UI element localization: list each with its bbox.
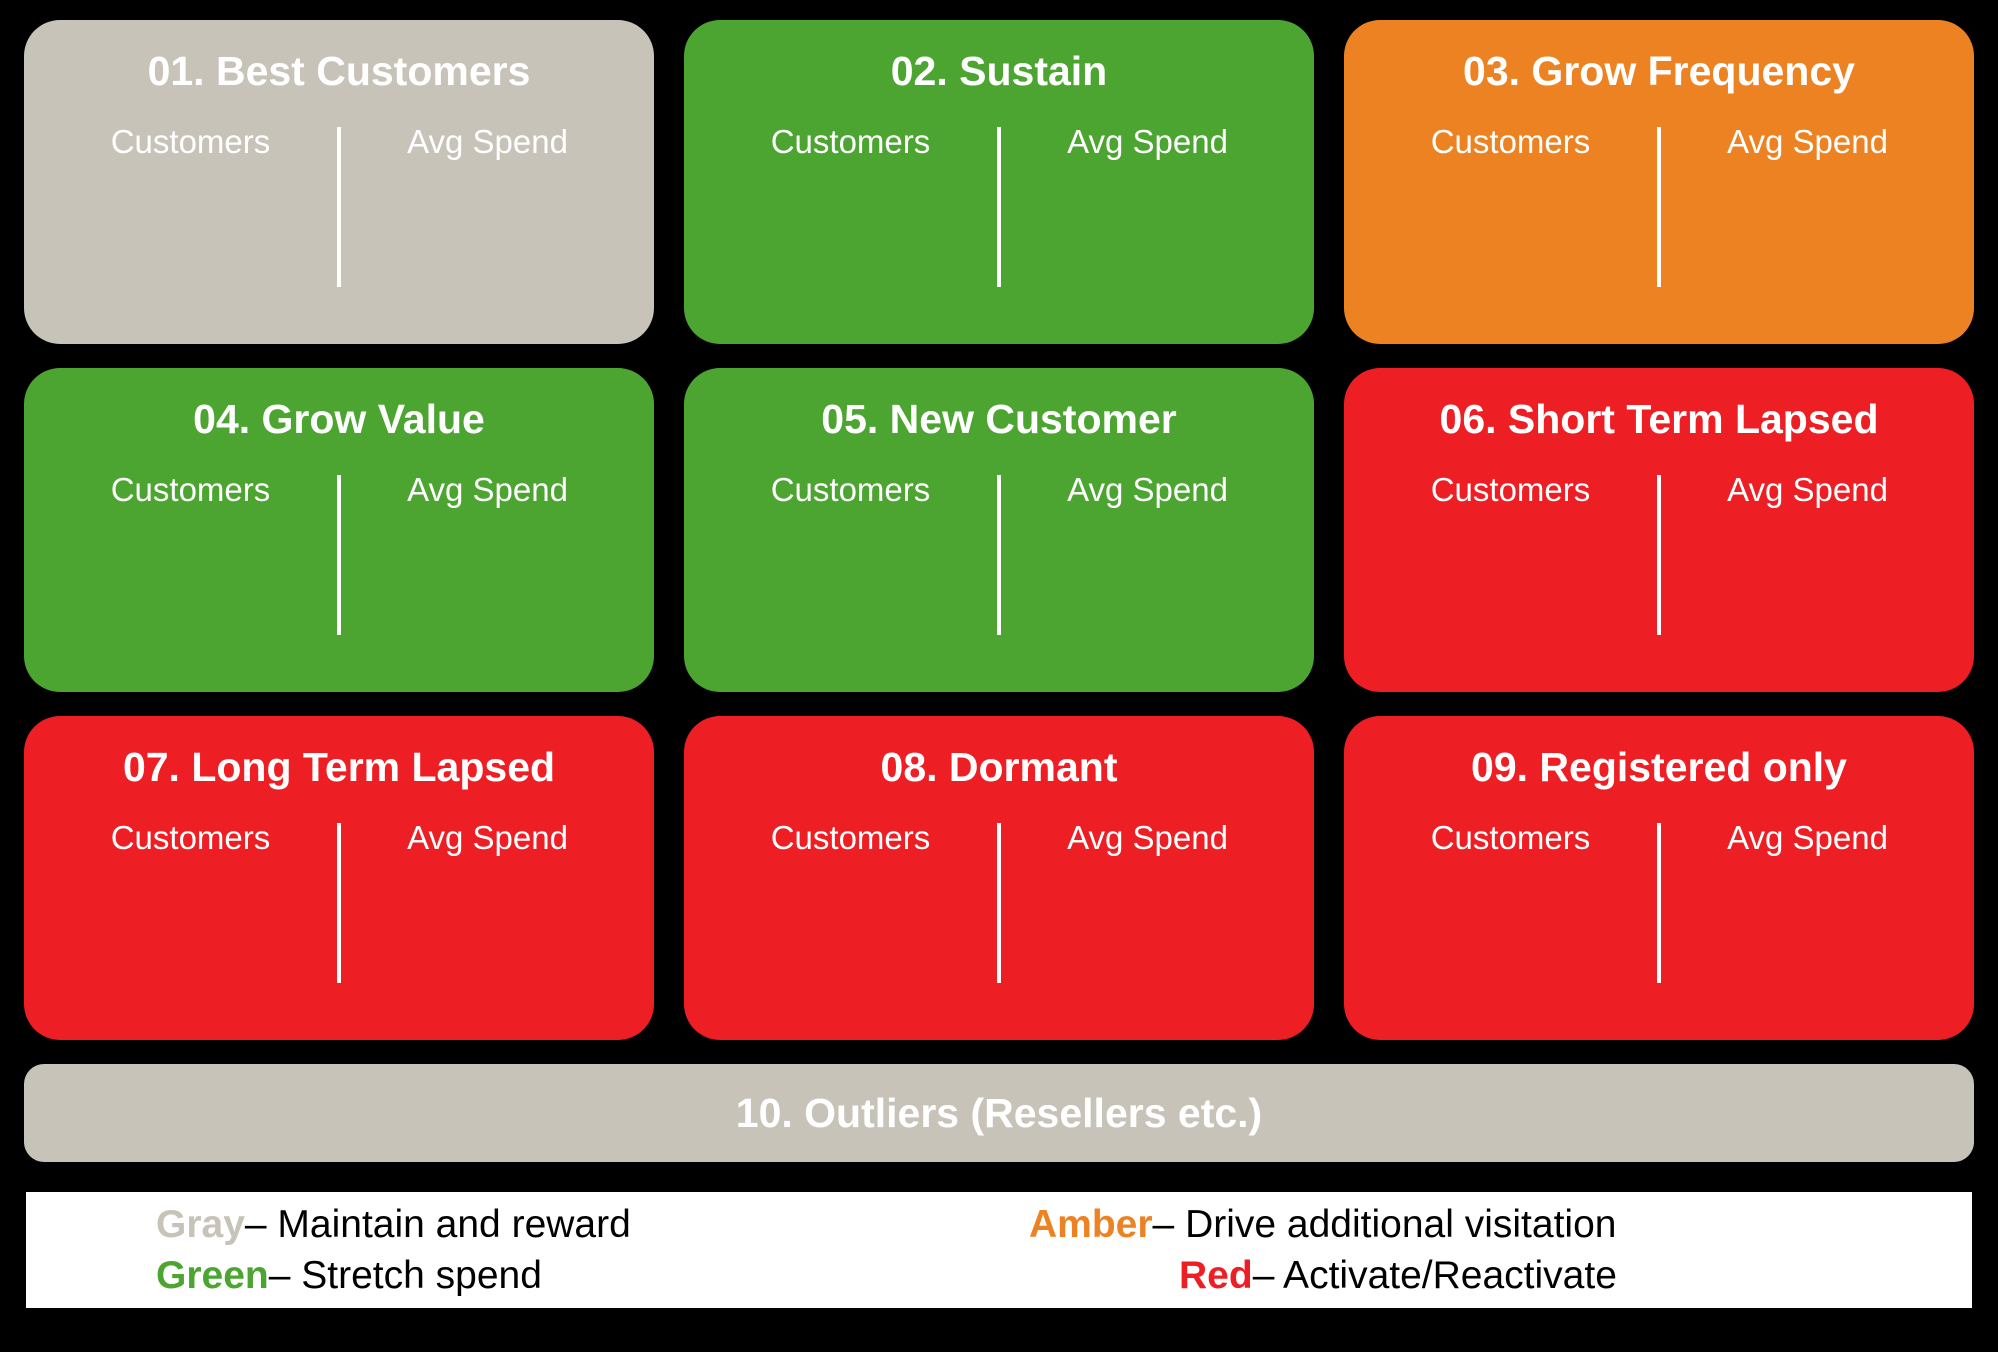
metric-avgspend-label: Avg Spend xyxy=(341,469,634,664)
segment-card-01: 01. Best Customers CustomersAvg Spend xyxy=(24,20,654,344)
metric-customers-label: Customers xyxy=(1364,817,1657,1012)
segment-card-body: CustomersAvg Spend xyxy=(704,469,1294,664)
legend-key: Amber xyxy=(1029,1200,1153,1251)
legend-desc: – Drive additional visitation xyxy=(1153,1200,1617,1251)
segment-card-title: 03. Grow Frequency xyxy=(1364,48,1954,95)
segment-card-08: 08. Dormant CustomersAvg Spend xyxy=(684,716,1314,1040)
segment-card-02: 02. Sustain CustomersAvg Spend xyxy=(684,20,1314,344)
segment-card-title: 09. Registered only xyxy=(1364,744,1954,791)
legend-desc: – Activate/Reactivate xyxy=(1253,1251,1617,1302)
segment-card-title: 02. Sustain xyxy=(704,48,1294,95)
segment-card-04: 04. Grow Value CustomersAvg Spend xyxy=(24,368,654,692)
segment-card-07: 07. Long Term Lapsed CustomersAvg Spend xyxy=(24,716,654,1040)
legend-key: Gray xyxy=(156,1200,245,1251)
segment-card-body: CustomersAvg Spend xyxy=(44,121,634,316)
segment-card-title: 01. Best Customers xyxy=(44,48,634,95)
legend-item-green: Green – Stretch spend xyxy=(66,1251,999,1302)
metric-customers-label: Customers xyxy=(44,121,337,316)
metric-avgspend-label: Avg Spend xyxy=(1661,817,1954,1012)
legend-key: Green xyxy=(156,1251,269,1302)
legend-desc: – Stretch spend xyxy=(269,1251,542,1302)
segment-card-05: 05. New Customer CustomersAvg Spend xyxy=(684,368,1314,692)
segmentation-canvas: 01. Best CustomersCustomersAvg Spend02. … xyxy=(0,0,1998,1352)
segment-card-title: 08. Dormant xyxy=(704,744,1294,791)
segment-card-body: CustomersAvg Spend xyxy=(704,817,1294,1012)
segment-card-body: CustomersAvg Spend xyxy=(44,817,634,1012)
legend-desc: – Maintain and reward xyxy=(245,1200,631,1251)
segment-card-title: 05. New Customer xyxy=(704,396,1294,443)
metric-avgspend-label: Avg Spend xyxy=(341,121,634,316)
legend-item-gray: Gray – Maintain and reward xyxy=(66,1200,999,1251)
legend-item-amber: Amber – Drive additional visitation xyxy=(999,1200,1932,1251)
metric-avgspend-label: Avg Spend xyxy=(1661,469,1954,664)
metric-customers-label: Customers xyxy=(1364,121,1657,316)
segment-card-body: CustomersAvg Spend xyxy=(1364,817,1954,1012)
metric-customers-label: Customers xyxy=(44,817,337,1012)
metric-avgspend-label: Avg Spend xyxy=(1661,121,1954,316)
legend-box: Gray – Maintain and rewardAmber – Drive … xyxy=(24,1190,1974,1310)
outliers-title: 10. Outliers (Resellers etc.) xyxy=(736,1090,1262,1137)
segment-card-06: 06. Short Term Lapsed CustomersAvg Spend xyxy=(1344,368,1974,692)
metric-customers-label: Customers xyxy=(704,817,997,1012)
metric-customers-label: Customers xyxy=(704,469,997,664)
metric-customers-label: Customers xyxy=(1364,469,1657,664)
segment-card-title: 07. Long Term Lapsed xyxy=(44,744,634,791)
legend-key: Red xyxy=(1179,1251,1253,1302)
legend-item-red: Red – Activate/Reactivate xyxy=(999,1251,1932,1302)
segment-card-09: 09. Registered only CustomersAvg Spend xyxy=(1344,716,1974,1040)
metric-avgspend-label: Avg Spend xyxy=(1001,121,1294,316)
segment-card-title: 04. Grow Value xyxy=(44,396,634,443)
segment-grid: 01. Best CustomersCustomersAvg Spend02. … xyxy=(24,20,1974,1040)
segment-card-body: CustomersAvg Spend xyxy=(704,121,1294,316)
segment-card-body: CustomersAvg Spend xyxy=(1364,469,1954,664)
segment-card-body: CustomersAvg Spend xyxy=(1364,121,1954,316)
outliers-bar: 10. Outliers (Resellers etc.) xyxy=(24,1064,1974,1162)
metric-customers-label: Customers xyxy=(44,469,337,664)
segment-card-body: CustomersAvg Spend xyxy=(44,469,634,664)
segment-card-03: 03. Grow Frequency CustomersAvg Spend xyxy=(1344,20,1974,344)
metric-avgspend-label: Avg Spend xyxy=(1001,817,1294,1012)
metric-avgspend-label: Avg Spend xyxy=(341,817,634,1012)
segment-card-title: 06. Short Term Lapsed xyxy=(1364,396,1954,443)
metric-avgspend-label: Avg Spend xyxy=(1001,469,1294,664)
metric-customers-label: Customers xyxy=(704,121,997,316)
